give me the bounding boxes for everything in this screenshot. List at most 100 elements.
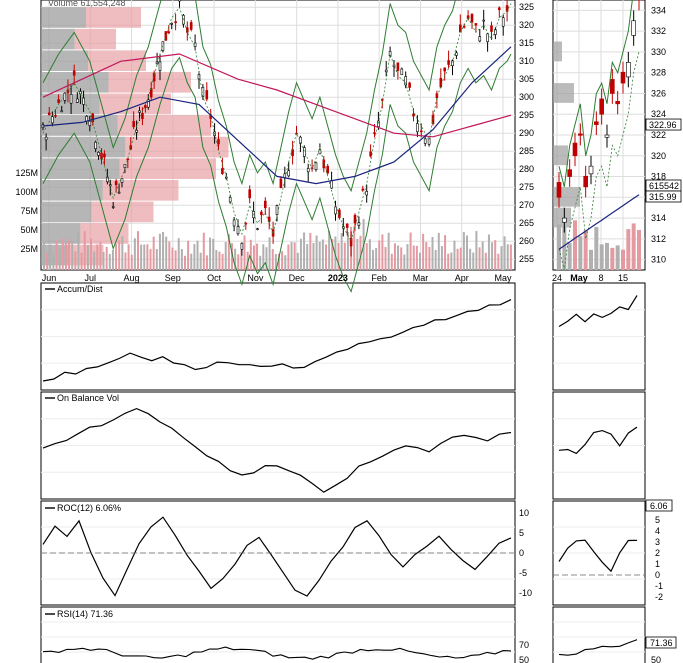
candle-body <box>144 105 147 109</box>
zoom-tick-label: 332 <box>651 26 666 36</box>
zoom-candle-body <box>615 101 620 105</box>
candle-body <box>260 211 263 216</box>
rsi-line <box>42 646 512 660</box>
volume-bar <box>162 231 165 270</box>
volume-bar <box>202 232 205 270</box>
candle-body <box>455 52 458 56</box>
upper-band-line <box>42 0 456 193</box>
candle-body <box>482 19 486 22</box>
volume-bar <box>447 253 450 270</box>
candle-body <box>462 25 466 28</box>
volume-bar <box>390 253 393 270</box>
vbp-bar-up <box>41 50 89 71</box>
volume-bar <box>196 240 199 270</box>
candle-body <box>373 132 376 134</box>
price-layer <box>41 0 512 293</box>
candle-body <box>404 76 408 86</box>
x-tick-label: Jul <box>85 273 97 283</box>
vbp-bar-down <box>125 136 229 158</box>
volume-bar <box>105 246 108 270</box>
volume-bar <box>462 232 465 270</box>
volume-bar <box>278 253 280 270</box>
volume-bar <box>130 254 133 270</box>
price-tick-label: 295 <box>519 110 534 120</box>
volume-bar <box>184 255 186 270</box>
volume-label: Volume 61,554,248 <box>48 0 126 8</box>
zoom-candle-body <box>567 169 572 177</box>
zoom-tick-label: 310 <box>651 255 666 265</box>
candle-body <box>478 36 482 42</box>
zoom-candle-body <box>626 62 631 78</box>
roc-tick-label: 5 <box>519 528 524 538</box>
volume-bar <box>124 252 127 270</box>
volume-bar <box>328 230 331 270</box>
volume-bar <box>403 254 406 270</box>
volume-bar <box>71 241 74 270</box>
zoom-candle-body <box>562 217 567 223</box>
volume-bar <box>456 248 459 270</box>
rsi-tick-label: 50 <box>519 655 529 663</box>
volume-bar <box>437 232 440 270</box>
volume-bar <box>86 245 89 270</box>
volume-bar <box>252 245 255 270</box>
volume-bar <box>74 251 77 270</box>
accum-dist-zoom-line <box>558 295 638 328</box>
volume-bar <box>249 239 252 270</box>
zoom-value-tag <box>645 190 682 203</box>
volume-bar <box>450 252 453 270</box>
lower-band-line <box>42 53 512 293</box>
label-layer: 2552602652702752802852902953003053103153… <box>15 0 682 663</box>
volume-bar <box>381 234 384 270</box>
x-tick-label: Sep <box>165 273 181 283</box>
volume-bar <box>487 234 490 270</box>
candle-body <box>178 0 181 2</box>
price-tick-label: 285 <box>519 146 534 156</box>
rsi-value-tag <box>645 636 677 649</box>
candle-body <box>302 147 306 157</box>
roc-value-tag <box>645 499 673 512</box>
vbp-bar-up <box>41 201 92 223</box>
zoom-layer <box>556 0 642 271</box>
roc-value-label: 6.06 <box>650 501 668 511</box>
volume-bar <box>234 248 237 270</box>
volume-bar <box>306 244 309 270</box>
zoom-volume-bar <box>573 220 577 270</box>
volume-bar <box>96 244 99 270</box>
volume-bar <box>111 249 114 270</box>
volume-bar <box>77 231 80 270</box>
x-tick-label: Mar <box>413 273 429 283</box>
vbp-bar-down <box>69 244 104 266</box>
rsi-panel-frame <box>40 606 516 663</box>
candle-body <box>306 168 310 173</box>
volume-bar <box>375 248 378 270</box>
zoom-tick-label: 312 <box>651 234 666 244</box>
zoom-volume-bar <box>637 229 641 270</box>
zoom-volume-bar <box>589 249 593 270</box>
volume-bar <box>218 251 221 270</box>
volume-bar <box>133 238 136 270</box>
volume-bar <box>108 253 111 270</box>
candle-body <box>408 82 411 88</box>
zoom-candle-body <box>588 165 594 175</box>
zoom-volume-bar <box>605 242 609 270</box>
candle-body <box>392 64 396 67</box>
obv-zoom-line <box>558 426 638 455</box>
volume-bar <box>321 239 324 270</box>
candle-body <box>91 113 95 123</box>
x-tick-label: Oct <box>207 273 222 283</box>
volume-bar <box>121 236 124 270</box>
zoom-volume-bar <box>610 247 615 270</box>
volume-bar <box>425 242 428 270</box>
roc-zoom-tick-label: 0 <box>655 570 660 580</box>
candle-body <box>396 62 400 71</box>
volume-bar <box>262 244 265 270</box>
vbp-bar-down <box>88 50 146 71</box>
volume-bar <box>146 244 149 270</box>
volume-tick-label: 75M <box>20 206 38 216</box>
volume-bar <box>290 241 293 270</box>
candle-body <box>470 13 474 23</box>
zoom-candle-body <box>572 142 578 157</box>
volume-bar <box>243 235 246 270</box>
candle-body <box>400 68 404 76</box>
volume-bar <box>187 240 190 270</box>
